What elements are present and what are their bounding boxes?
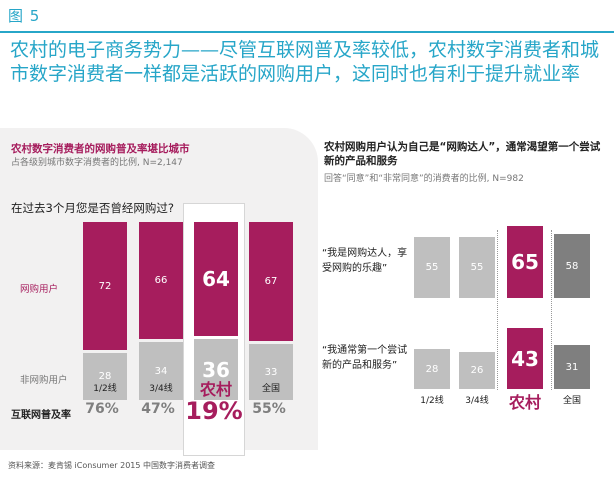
penetration-value-rural: 19%	[185, 397, 243, 425]
bar-row0-0: 55	[414, 237, 450, 298]
right-chart-subtitle: 回答“同意”和“非常同意”的消费者的比例, N=982	[324, 174, 524, 184]
header-rule	[0, 31, 614, 33]
penetration-value: 47%	[141, 401, 175, 417]
bar-row0-3: 58	[554, 234, 590, 298]
bar-row1-3: 31	[554, 345, 590, 389]
legend-online-shopper: 网购用户	[20, 284, 59, 295]
penetration-value: 76%	[85, 401, 119, 417]
main-title: 农村的电子商务势力——尽管互联网普及率较低，农村数字消费者和城市数字消费者一样都…	[10, 39, 600, 85]
category-label-3: 全国	[261, 384, 280, 394]
bar-offline-2: 36	[194, 339, 238, 400]
category-label-2: 农村	[199, 380, 232, 399]
quote-first-to-try: “我通常第一个尝试新的产品和服务”	[322, 345, 408, 371]
bar-online-1: 66	[139, 222, 183, 339]
bar-row1-0: 28	[414, 349, 450, 389]
bar-offline-3: 33	[249, 344, 293, 400]
bar-online-2: 64	[194, 222, 238, 336]
internet-penetration-label: 互联网普及率	[11, 410, 71, 421]
right-category-label-0: 1/2线	[420, 396, 444, 406]
source-note: 资料来源：麦肯锡 iConsumer 2015 中国数字消费者调查	[8, 461, 216, 470]
bar-row1-1: 26	[459, 352, 495, 389]
penetration-value: 55%	[252, 401, 286, 417]
right-category-label-2: 农村	[508, 393, 541, 412]
figure-header: 图 5	[0, 0, 614, 31]
legend-non-online-shopper: 非网购用户	[20, 375, 68, 386]
left-chart-title: 农村数字消费者的网购普及率堪比城市	[11, 143, 190, 155]
bar-offline-0: 28	[83, 353, 127, 400]
bar-online-3: 67	[249, 222, 293, 341]
right-category-label-1: 3/4线	[465, 396, 489, 406]
category-label-1: 3/4线	[149, 384, 173, 394]
left-chart-question: 在过去3个月您是否曾经网购过?	[11, 201, 174, 215]
bar-row0-2: 65	[507, 226, 543, 298]
bar-row0-1: 55	[459, 237, 495, 298]
figure-label: 图 5	[8, 7, 41, 25]
bar-online-0: 72	[83, 222, 127, 350]
category-label-0: 1/2线	[93, 384, 117, 394]
bar-offline-1: 34	[139, 342, 183, 400]
bar-row1-2: 43	[507, 328, 543, 389]
dotted-separator	[497, 230, 498, 390]
left-chart-subtitle: 占各级别城市数字消费者的比例, N=2,147	[11, 158, 183, 168]
right-chart-title: 农村网购用户认为自己是“网购达人”，通常渴望第一个尝试新的产品和服务	[324, 141, 601, 167]
right-category-label-3: 全国	[562, 396, 581, 406]
dotted-separator	[551, 230, 552, 390]
quote-online-expert: “我是网购达人，享受网购的乐趣”	[322, 248, 408, 274]
